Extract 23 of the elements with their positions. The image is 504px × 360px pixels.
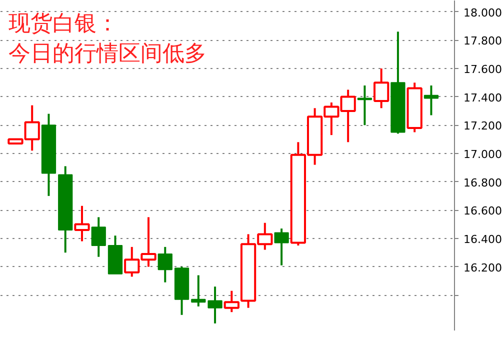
text: 今日的行情区间低多	[8, 42, 206, 66]
candlestick	[274, 228, 289, 266]
y-tick-label: 16.600	[464, 204, 502, 218]
y-tick-label: 17.600	[464, 62, 502, 76]
candlestick	[58, 165, 73, 254]
y-tick-label: 16.800	[464, 176, 502, 190]
candlestick	[108, 234, 123, 274]
candlestick	[424, 84, 439, 116]
candlestick	[208, 286, 222, 324]
y-tick-label: 17.400	[464, 91, 502, 104]
y-tick-label: 17.000	[464, 148, 502, 161]
y-tick-label: 18.000	[464, 6, 502, 20]
text: 现货白银：	[8, 12, 118, 36]
candlestick	[357, 84, 372, 126]
candlestick	[158, 246, 172, 284]
y-tick-label: 17.800	[464, 34, 502, 48]
candlestick	[41, 112, 56, 197]
y-tick-label: 17.200	[464, 120, 502, 133]
candlestick	[191, 274, 206, 308]
candlestick	[74, 204, 90, 242]
candlestick	[91, 216, 106, 258]
y-tick-label: 16.200	[464, 261, 502, 274]
y-tick-label: 16.400	[464, 232, 502, 246]
